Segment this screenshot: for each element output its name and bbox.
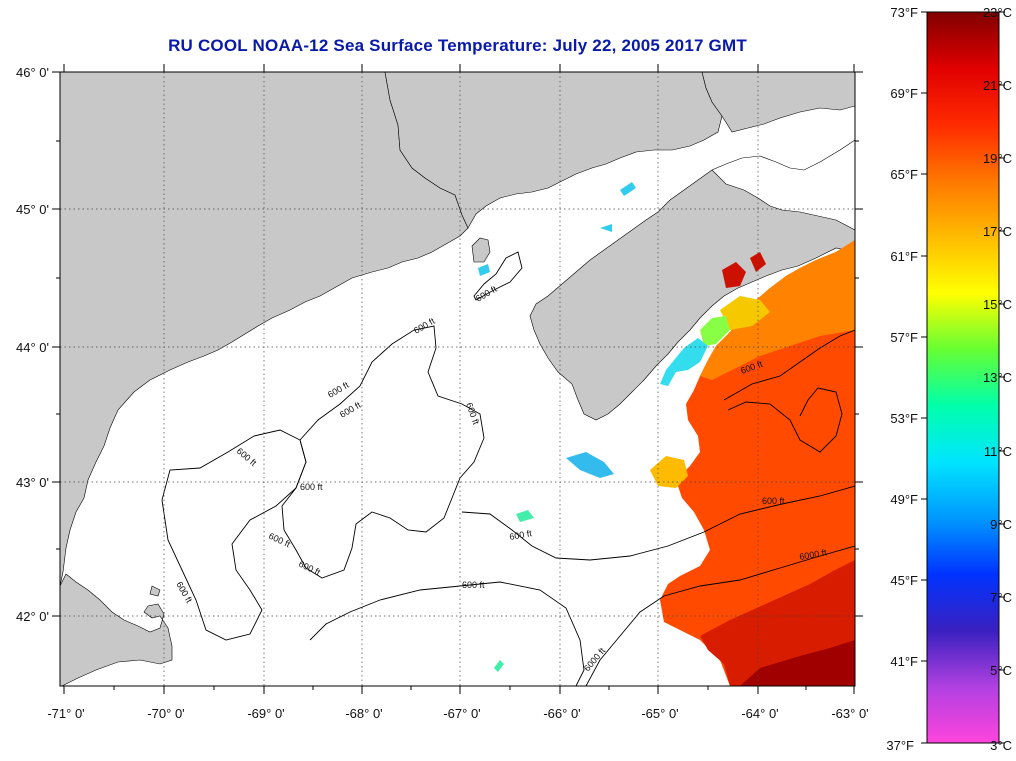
lat-tick-label: 45° 0'	[16, 202, 49, 217]
sst-cold-patch-6	[600, 224, 612, 232]
sst-cold-patch-5	[478, 264, 490, 276]
celsius-label: 15°C	[983, 297, 1012, 312]
fahrenheit-label: 45°F	[890, 573, 918, 588]
fahrenheit-label: 41°F	[890, 654, 918, 669]
bathymetry-contours	[161, 251, 855, 686]
sst-yellow-patch	[720, 296, 770, 330]
map-area: 600 ft 600 ft 600 ft 600 ft 600 ft 600 f…	[60, 72, 855, 686]
contour-label: 600 ft	[300, 482, 323, 492]
celsius-label: 7°C	[990, 590, 1012, 605]
contour-6000ft-slope	[585, 545, 855, 686]
fahrenheit-label: 65°F	[890, 167, 918, 182]
land-island-small	[149, 585, 161, 597]
sst-darkred-south	[740, 640, 855, 686]
contour-600ft-central	[281, 325, 485, 579]
celsius-label: 23°C	[983, 5, 1012, 20]
lat-tick-label: 42° 0'	[16, 609, 49, 624]
lon-tick-label: -69° 0'	[247, 706, 284, 721]
fahrenheit-label: 69°F	[890, 86, 918, 101]
celsius-label: 5°C	[990, 663, 1012, 678]
land-nova-scotia	[529, 106, 855, 421]
lon-tick-label: -68° 0'	[345, 706, 382, 721]
contour-label: 6000 ft	[799, 547, 828, 562]
sst-cold-patch-4	[620, 182, 636, 196]
land-cape-cod	[60, 573, 173, 686]
land-gulf-shore	[701, 72, 855, 133]
fahrenheit-label: 49°F	[890, 492, 918, 507]
colorbar-fahrenheit-labels: 73°F 69°F 65°F 61°F 57°F 53°F 49°F 45°F …	[886, 5, 918, 753]
lon-tick-label: -70° 0'	[147, 706, 184, 721]
colorbar-celsius-labels: 23°C 21°C 19°C 17°C 15°C 13°C 11°C 9°C 7…	[983, 5, 1012, 753]
sst-cyan-edge	[660, 338, 708, 386]
colorbar	[926, 11, 1000, 744]
contour-600ft-east	[723, 329, 855, 401]
celsius-label: 3°C	[990, 738, 1012, 753]
sst-yellow-west-fringe	[650, 456, 688, 488]
map-frame	[59, 71, 856, 687]
sst-cold-patch-1	[566, 452, 614, 478]
lat-tick-label: 46° 0'	[16, 65, 49, 80]
map-title: RU COOL NOAA-12 Sea Surface Temperature:…	[168, 36, 747, 55]
celsius-label: 17°C	[983, 224, 1012, 239]
lon-tick-label: -64° 0'	[741, 706, 778, 721]
fahrenheit-label: 57°F	[890, 330, 918, 345]
contour-labels: 600 ft 600 ft 600 ft 600 ft 600 ft 600 f…	[174, 284, 828, 674]
celsius-label: 21°C	[983, 78, 1012, 93]
celsius-label: 9°C	[990, 517, 1012, 532]
lon-tick-label: -63° 0'	[831, 706, 868, 721]
contour-600ft-east-loop	[727, 387, 843, 453]
lon-tick-label: -65° 0'	[641, 706, 678, 721]
celsius-label: 11°C	[984, 444, 1012, 459]
fahrenheit-label: 37°F	[886, 738, 914, 753]
contour-600ft-bank	[461, 485, 855, 561]
colorbar-ticks	[921, 11, 1005, 744]
celsius-label: 13°C	[983, 370, 1012, 385]
sst-cold-patch-2	[516, 510, 534, 522]
lat-tick-label: 43° 0'	[16, 475, 49, 490]
contour-label: 600 ft	[762, 496, 785, 506]
lat-tick-label: 44° 0'	[16, 340, 49, 355]
land-new-brunswick	[384, 72, 723, 229]
map-ticks	[52, 64, 863, 694]
fahrenheit-label: 61°F	[890, 249, 918, 264]
contour-600ft-west	[161, 429, 307, 641]
lon-labels: -71° 0' -70° 0' -69° 0' -68° 0' -67° 0' …	[47, 706, 868, 721]
contour-600ft-fundy	[473, 251, 523, 301]
graticule	[60, 72, 855, 686]
fahrenheit-label: 53°F	[890, 411, 918, 426]
celsius-label: 19°C	[983, 151, 1012, 166]
land-grand-manan	[471, 237, 491, 263]
contour-label: 600 ft	[509, 528, 533, 542]
lat-labels: 46° 0' 45° 0' 44° 0' 43° 0' 42° 0'	[16, 65, 49, 624]
lon-tick-label: -66° 0'	[543, 706, 580, 721]
lon-tick-label: -67° 0'	[443, 706, 480, 721]
sst-warm-swath	[660, 240, 855, 686]
fahrenheit-label: 73°F	[890, 5, 918, 20]
sst-orange-band	[700, 240, 855, 380]
sst-green-edge	[700, 316, 730, 346]
contour-label: 600 ft	[462, 580, 485, 590]
lon-tick-label: -71° 0'	[47, 706, 84, 721]
sst-cold-patch-3	[494, 660, 504, 672]
contour-600ft-south	[309, 581, 585, 686]
sst-red-spot-north	[722, 262, 746, 288]
